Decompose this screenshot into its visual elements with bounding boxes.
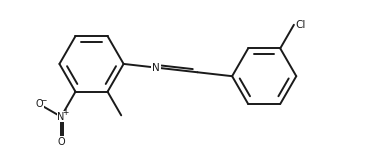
Text: Cl: Cl bbox=[296, 20, 306, 30]
Text: −: − bbox=[40, 96, 47, 105]
Text: N: N bbox=[57, 112, 65, 122]
Text: O: O bbox=[36, 99, 43, 109]
Text: N: N bbox=[152, 63, 160, 73]
Text: +: + bbox=[62, 108, 68, 117]
Text: O: O bbox=[57, 137, 65, 147]
